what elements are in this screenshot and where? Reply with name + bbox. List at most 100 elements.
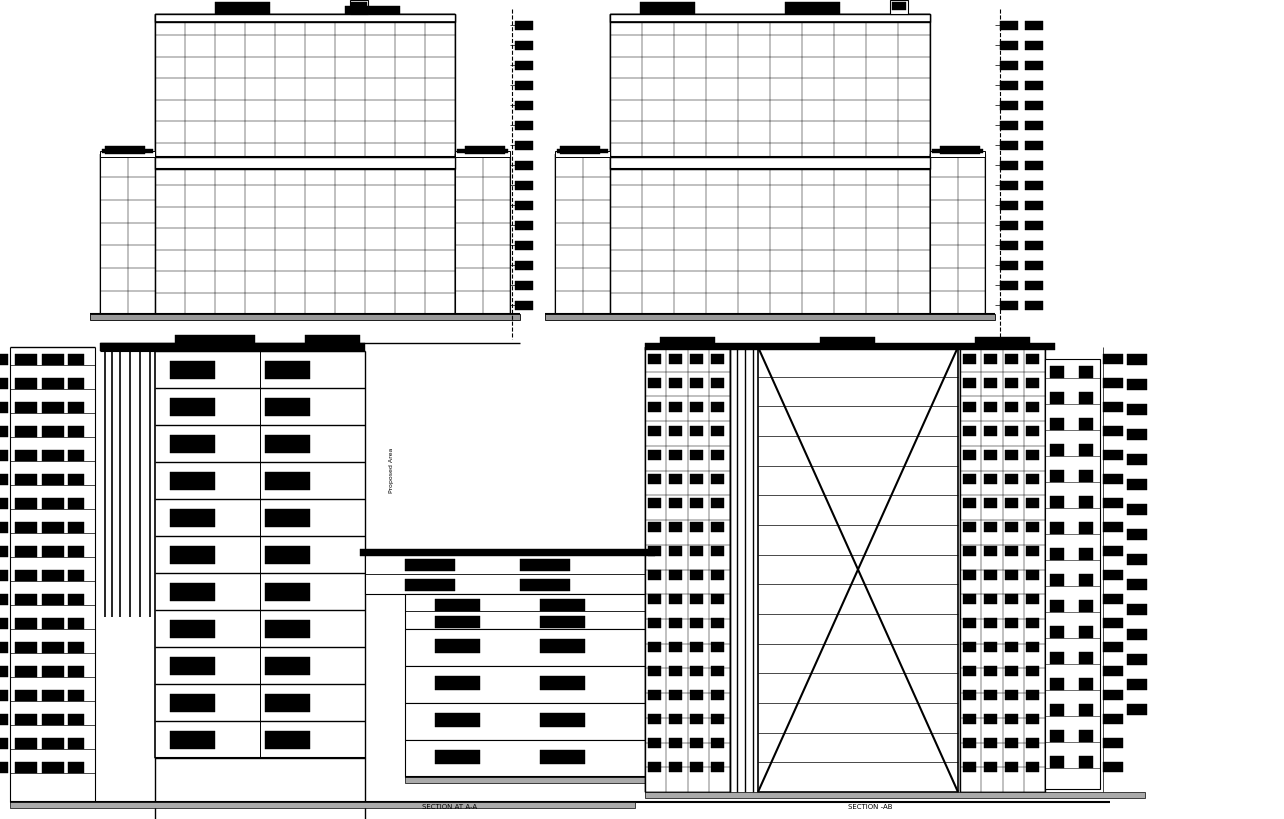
Bar <box>15 427 37 437</box>
Bar <box>1026 642 1039 652</box>
Bar <box>1050 496 1064 509</box>
Bar <box>265 436 309 454</box>
Bar <box>1050 652 1064 664</box>
Bar <box>963 523 976 532</box>
Bar <box>1103 595 1124 604</box>
Bar <box>648 762 661 772</box>
Bar <box>711 714 724 724</box>
Bar <box>42 523 64 533</box>
Bar <box>169 399 214 417</box>
Bar <box>820 337 874 346</box>
Bar <box>1103 402 1124 413</box>
Bar <box>68 355 83 365</box>
Bar <box>0 738 8 749</box>
Bar <box>541 639 586 654</box>
Bar <box>984 618 996 628</box>
Bar <box>1079 523 1093 534</box>
Bar <box>265 583 309 601</box>
Bar <box>1005 666 1018 676</box>
Bar <box>758 347 958 792</box>
Bar <box>610 15 930 314</box>
Bar <box>42 402 64 414</box>
Bar <box>1026 546 1039 556</box>
Bar <box>68 427 83 437</box>
Bar <box>648 666 661 676</box>
Bar <box>42 762 64 773</box>
Bar <box>1025 282 1043 291</box>
Bar <box>1103 450 1124 460</box>
Bar <box>0 499 8 509</box>
Bar <box>711 618 724 628</box>
Bar <box>963 402 976 413</box>
Bar <box>1127 629 1147 640</box>
Bar <box>1079 678 1093 690</box>
Bar <box>690 450 704 460</box>
Bar <box>690 618 704 628</box>
Bar <box>169 361 214 379</box>
Bar <box>0 666 8 677</box>
Bar <box>690 762 704 772</box>
Bar <box>645 792 1145 798</box>
Bar <box>669 595 682 604</box>
Bar <box>648 618 661 628</box>
Bar <box>690 523 704 532</box>
Bar <box>639 3 695 15</box>
Bar <box>1026 666 1039 676</box>
Bar <box>155 15 455 314</box>
Bar <box>1005 642 1018 652</box>
Bar <box>1000 242 1018 251</box>
Bar <box>435 713 480 727</box>
Bar <box>1000 142 1018 151</box>
Bar <box>42 738 64 749</box>
Bar <box>984 666 996 676</box>
Bar <box>711 570 724 581</box>
Bar <box>648 355 661 364</box>
Bar <box>930 152 985 158</box>
Bar <box>648 690 661 700</box>
Bar <box>645 347 731 792</box>
Bar <box>0 714 8 725</box>
Bar <box>669 738 682 748</box>
Bar <box>1005 523 1018 532</box>
Bar <box>15 618 37 629</box>
Bar <box>42 450 64 461</box>
Bar <box>1079 600 1093 613</box>
Bar <box>1127 529 1147 541</box>
Bar <box>1026 402 1039 413</box>
Bar <box>1079 549 1093 560</box>
Bar <box>404 595 645 629</box>
Bar <box>1026 618 1039 628</box>
Bar <box>435 616 480 628</box>
Bar <box>1005 474 1018 484</box>
Bar <box>42 714 64 725</box>
Bar <box>1127 355 1147 365</box>
Bar <box>1000 222 1018 231</box>
Bar <box>306 336 360 344</box>
Bar <box>1026 690 1039 700</box>
Bar <box>0 618 8 629</box>
Bar <box>1026 762 1039 772</box>
Bar <box>1079 496 1093 509</box>
Bar <box>1005 595 1018 604</box>
Bar <box>648 474 661 484</box>
Bar <box>42 690 64 701</box>
Bar <box>975 337 1030 346</box>
Bar <box>68 642 83 654</box>
Bar <box>711 690 724 700</box>
Bar <box>1103 762 1124 772</box>
Bar <box>690 570 704 581</box>
Bar <box>1127 579 1147 590</box>
Bar <box>1103 570 1124 581</box>
Bar <box>690 474 704 484</box>
Bar <box>1103 738 1124 748</box>
Bar <box>960 347 1045 792</box>
Bar <box>1026 355 1039 364</box>
Bar <box>963 355 976 364</box>
Bar <box>711 427 724 437</box>
Bar <box>1127 505 1147 515</box>
Bar <box>541 600 586 611</box>
Bar <box>1079 445 1093 456</box>
Bar <box>648 570 661 581</box>
Bar <box>265 546 309 564</box>
Bar <box>1050 756 1064 768</box>
